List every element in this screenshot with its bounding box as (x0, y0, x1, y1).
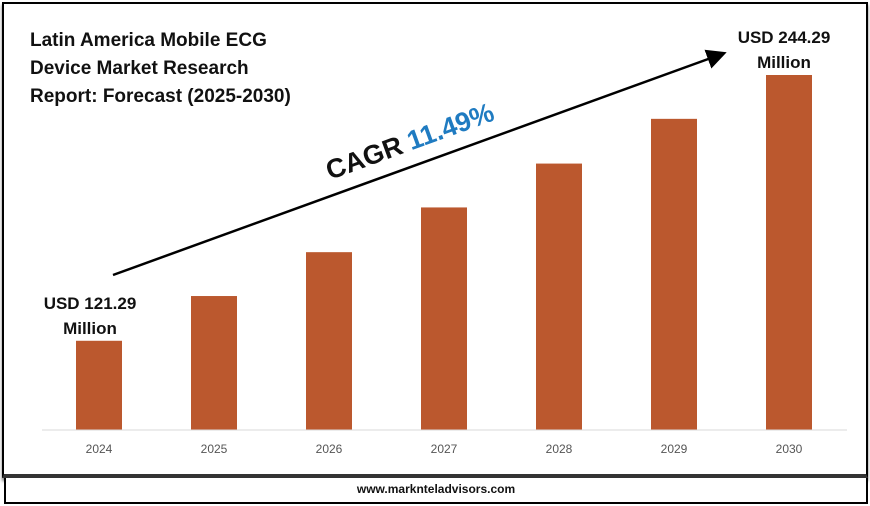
start-value-label-1: USD 121.29 (44, 294, 137, 313)
x-tick-label-2025: 2025 (201, 442, 228, 456)
chart-title-line-3: Report: Forecast (2025-2030) (30, 86, 291, 107)
cagr-value: 11.49% (403, 97, 498, 156)
chart-title-line-1: Latin America Mobile ECG (30, 30, 267, 51)
x-tick-label-2028: 2028 (546, 442, 573, 456)
start-value-label-2: Million (63, 319, 117, 338)
x-tick-label-2029: 2029 (661, 442, 688, 456)
bar-2024 (76, 340, 122, 430)
bar-2025 (191, 296, 237, 430)
footer-website: www.marknteladvisors.com (4, 478, 868, 504)
growth-arrow (112, 49, 727, 277)
bar-2026 (306, 252, 352, 430)
end-value-label-2: Million (757, 53, 811, 72)
x-tick-label-2024: 2024 (86, 442, 113, 456)
x-tick-label-2026: 2026 (316, 442, 343, 456)
bar-chart: Latin America Mobile ECG Device Market R… (30, 28, 847, 456)
chart-title-line-2: Device Market Research (30, 58, 249, 79)
bar-2027 (421, 207, 467, 430)
bar-2030 (766, 75, 812, 430)
cagr-label: CAGR11.49% (322, 97, 498, 186)
x-tick-label-2027: 2027 (431, 442, 458, 456)
bar-2029 (651, 118, 697, 431)
cagr-prefix: CAGR (322, 130, 407, 185)
x-tick-label-2030: 2030 (776, 442, 803, 456)
end-value-label-1: USD 244.29 (738, 28, 831, 47)
bar-2028 (536, 163, 582, 431)
